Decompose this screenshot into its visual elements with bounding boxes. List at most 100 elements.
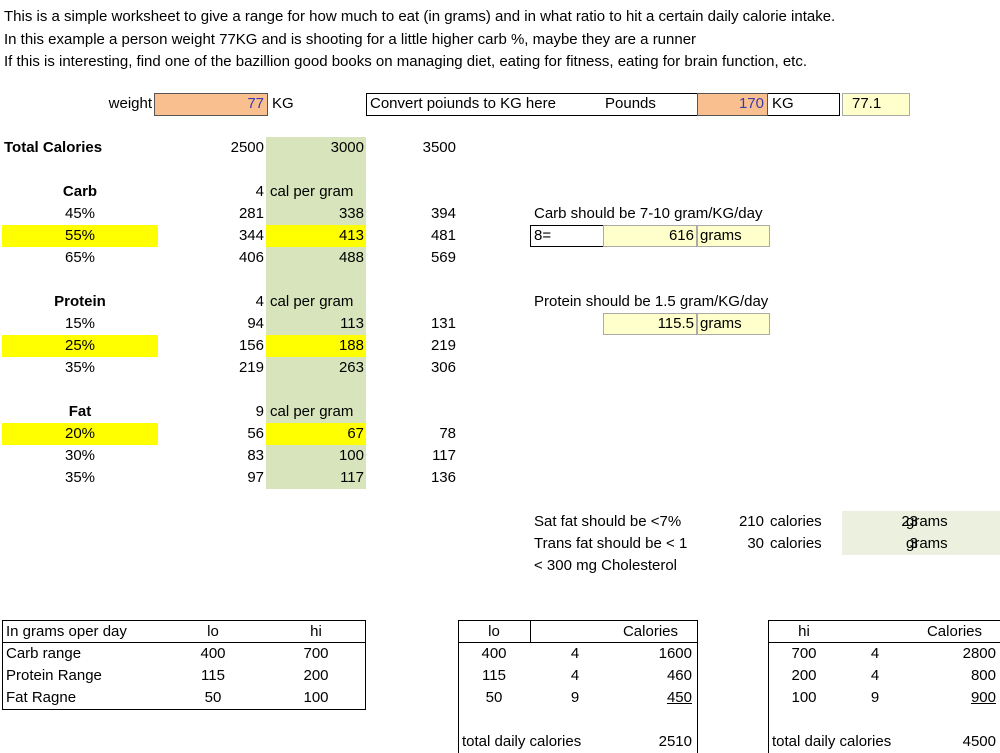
total-calories-lo: 2500 bbox=[230, 139, 264, 156]
carb-r1-lo: 281 bbox=[238, 205, 264, 222]
range-fat-label: Fat Ragne bbox=[6, 689, 77, 706]
carb-pct-2: 55% bbox=[64, 227, 96, 244]
fat-selected-highlight bbox=[2, 423, 158, 445]
protein-r2-hi: 219 bbox=[430, 337, 456, 354]
carb-selected-highlight bbox=[2, 225, 158, 247]
satfat-note: Sat fat should be <7% bbox=[534, 513, 682, 530]
fat-grams-highlight bbox=[842, 511, 1000, 555]
lo-total-value: 2510 bbox=[658, 733, 692, 750]
protein-selected-highlight bbox=[2, 335, 158, 357]
kg-result-box bbox=[842, 93, 910, 116]
protein-grams-unit-box bbox=[697, 313, 770, 335]
range-fat-lo: 50 bbox=[204, 689, 222, 706]
total-calories-mid: 3000 bbox=[330, 139, 364, 156]
carb-factor[interactable]: 8= bbox=[534, 227, 552, 244]
pounds-value[interactable]: 170 bbox=[738, 95, 764, 112]
protein-r1-lo: 94 bbox=[247, 315, 264, 332]
range-fat-hi: 100 bbox=[303, 689, 329, 706]
carb-unit: cal per gram bbox=[270, 183, 354, 200]
protein-grams-value: 115.5 bbox=[657, 315, 694, 332]
hi-fat-cal: 900 bbox=[970, 689, 996, 706]
hi-protein-grams: 200 bbox=[791, 667, 817, 684]
kg-result: 77.1 bbox=[852, 95, 882, 112]
carb-r2-hi: 481 bbox=[430, 227, 456, 244]
fat-pct-1: 20% bbox=[64, 425, 96, 442]
range-protein-lo: 115 bbox=[201, 667, 225, 684]
kg-label: KG bbox=[772, 95, 794, 112]
fat-r3-mid: 117 bbox=[340, 469, 364, 486]
satfat-cal: 210 bbox=[738, 513, 764, 530]
carb-r1-mid: 338 bbox=[338, 205, 364, 222]
fat-pct-3: 35% bbox=[64, 469, 96, 486]
protein-pct-2: 25% bbox=[64, 337, 96, 354]
lo-total-label: total daily calories bbox=[462, 733, 582, 750]
transfat-cal: 30 bbox=[747, 535, 764, 552]
cholesterol-note: < 300 mg Cholesterol bbox=[534, 557, 677, 574]
hi-carb-factor: 4 bbox=[870, 645, 880, 662]
lo-carb-cal: 1600 bbox=[658, 645, 692, 662]
lo-table-header-rule bbox=[458, 642, 698, 643]
range-protein-label: Protein Range bbox=[6, 667, 102, 684]
transfat-grams-unit: grams bbox=[906, 535, 948, 552]
lo-carb-grams: 400 bbox=[481, 645, 507, 662]
hi-header: hi bbox=[798, 623, 810, 640]
carb-r1-hi: 394 bbox=[430, 205, 456, 222]
protein-pct-3: 35% bbox=[64, 359, 96, 376]
protein-note: Protein should be 1.5 gram/KG/day bbox=[534, 293, 769, 310]
fat-r2-hi: 117 bbox=[432, 447, 456, 464]
hi-table-header-rule bbox=[768, 642, 1000, 643]
convert-label: Convert poiunds to KG here bbox=[370, 95, 556, 112]
carb-pct-1: 45% bbox=[64, 205, 96, 222]
fat-r3-hi: 136 bbox=[430, 469, 456, 486]
protein-unit: cal per gram bbox=[270, 293, 354, 310]
transfat-grams: 3 bbox=[909, 535, 918, 552]
fat-unit: cal per gram bbox=[270, 403, 354, 420]
carb-grams-value: 616 bbox=[668, 227, 694, 244]
protein-pct-1: 15% bbox=[64, 315, 96, 332]
carb-cal-per-gram: 4 bbox=[255, 183, 264, 200]
protein-r3-mid: 263 bbox=[338, 359, 364, 376]
fat-selected-cell bbox=[266, 423, 366, 445]
hi-calories-header: Calories bbox=[926, 623, 982, 640]
weight-input[interactable] bbox=[154, 93, 268, 116]
weight-label: weight bbox=[108, 95, 152, 112]
carb-r3-hi: 569 bbox=[430, 249, 456, 266]
transfat-cal-unit: calories bbox=[770, 535, 822, 552]
hi-total-value: 4500 bbox=[962, 733, 996, 750]
range-table bbox=[2, 620, 366, 710]
lo-header: lo bbox=[488, 623, 500, 640]
carb-r2-lo: 344 bbox=[238, 227, 264, 244]
hi-carb-grams: 700 bbox=[791, 645, 817, 662]
total-calories-hi: 3500 bbox=[422, 139, 456, 156]
carb-heading: Carb bbox=[62, 183, 98, 200]
lo-carb-factor: 4 bbox=[570, 645, 580, 662]
kg-label-box bbox=[768, 93, 840, 116]
satfat-grams-unit: grams bbox=[906, 513, 948, 530]
protein-selected-cell bbox=[266, 335, 366, 357]
fat-heading: Fat bbox=[68, 403, 92, 420]
protein-grams-box bbox=[603, 313, 697, 335]
fat-r2-mid: 100 bbox=[338, 447, 364, 464]
lo-protein-grams: 115 bbox=[482, 667, 506, 684]
range-table-header-rule bbox=[2, 642, 366, 643]
total-calories-label: Total Calories bbox=[4, 139, 103, 156]
carb-grams-unit: grams bbox=[700, 227, 742, 244]
lo-protein-factor: 4 bbox=[570, 667, 580, 684]
pounds-input[interactable] bbox=[697, 93, 768, 116]
carb-grams-box bbox=[603, 225, 697, 247]
hi-calories-table bbox=[768, 620, 1000, 753]
range-header-label: In grams oper day bbox=[6, 623, 127, 640]
lo-calories-table bbox=[458, 620, 698, 753]
range-header-hi: hi bbox=[310, 623, 322, 640]
protein-heading: Protein bbox=[54, 293, 106, 310]
intro-line-2: In this example a person weight 77KG and… bbox=[4, 31, 697, 48]
fat-r3-lo: 97 bbox=[247, 469, 264, 486]
fat-r1-mid: 67 bbox=[347, 425, 364, 442]
protein-r1-mid: 113 bbox=[340, 315, 364, 332]
protein-cal-per-gram: 4 bbox=[255, 293, 264, 310]
protein-r1-hi: 131 bbox=[430, 315, 456, 332]
hi-fat-grams: 100 bbox=[791, 689, 817, 706]
fat-r1-hi: 78 bbox=[439, 425, 456, 442]
weight-value[interactable]: 77 bbox=[247, 95, 264, 112]
hi-protein-cal: 800 bbox=[970, 667, 996, 684]
